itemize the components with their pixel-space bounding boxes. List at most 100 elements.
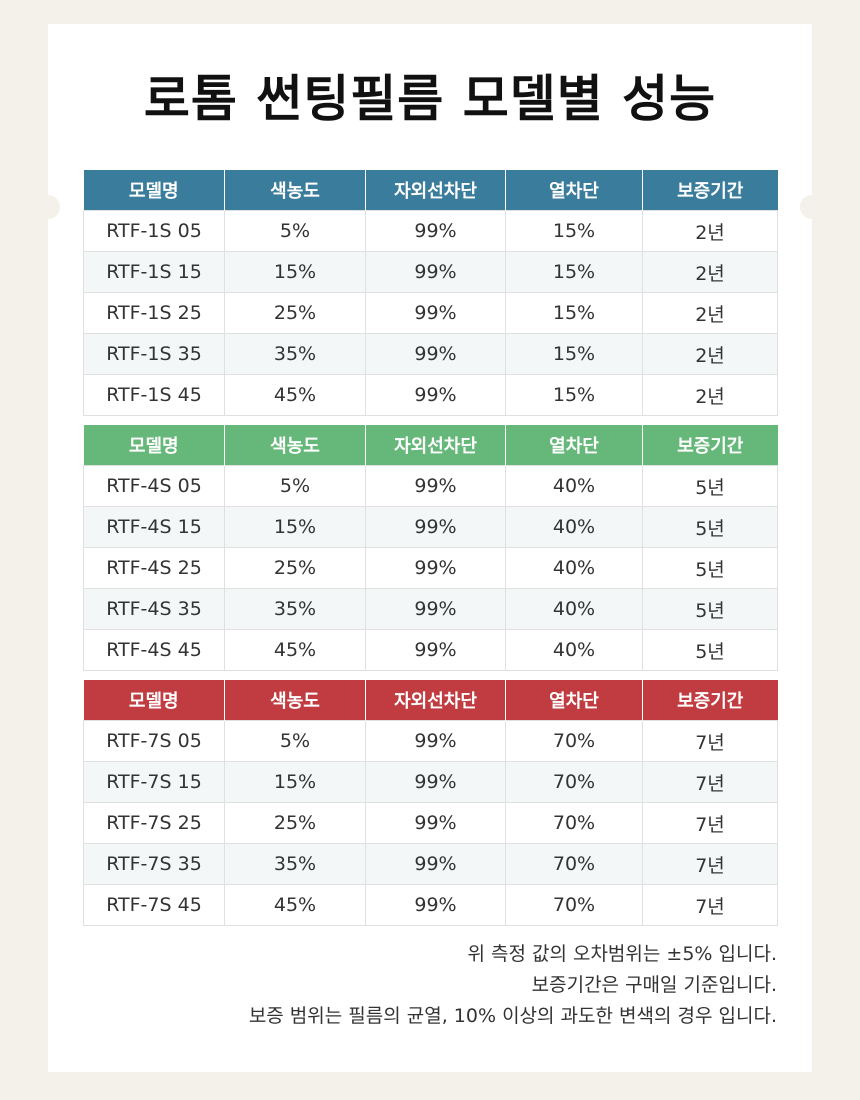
table-row: RTF-4S 15 15% 99% 40% 5년	[83, 506, 778, 548]
cell-model: RTF-7S 05	[83, 720, 225, 762]
card-notch-left	[36, 195, 60, 219]
cell-tint: 15%	[224, 251, 366, 293]
table-row: RTF-7S 05 5% 99% 70% 7년	[83, 720, 778, 762]
table-row: RTF-7S 45 45% 99% 70% 7년	[83, 884, 778, 926]
table-row: RTF-7S 25 25% 99% 70% 7년	[83, 802, 778, 844]
header-model: 모델명	[83, 170, 225, 211]
cell-tint: 35%	[224, 333, 366, 375]
cell-warranty: 2년	[642, 333, 778, 375]
cell-tint: 45%	[224, 629, 366, 671]
cell-warranty: 7년	[642, 720, 778, 762]
cell-warranty: 2년	[642, 292, 778, 334]
cell-tint: 25%	[224, 547, 366, 589]
table-row: RTF-1S 05 5% 99% 15% 2년	[83, 210, 778, 252]
page-title: 로톰 썬팅필름 모델별 성능	[143, 70, 717, 128]
header-heat-block: 열차단	[505, 680, 643, 721]
header-warranty: 보증기간	[642, 680, 778, 721]
cell-model: RTF-7S 45	[83, 884, 225, 926]
cell-warranty: 5년	[642, 465, 778, 507]
cell-model: RTF-4S 45	[83, 629, 225, 671]
note-warranty-basis: 보증기간은 구매일 기준입니다.	[531, 974, 777, 996]
notes: 위 측정 값의 오차범위는 ±5% 입니다. 보증기간은 구매일 기준입니다. …	[249, 939, 777, 1032]
cell-warranty: 2년	[642, 210, 778, 252]
cell-model: RTF-1S 05	[83, 210, 225, 252]
cell-heat-block: 70%	[505, 884, 643, 926]
cell-tint: 45%	[224, 884, 366, 926]
cell-uv-block: 99%	[365, 333, 506, 375]
spec-table-1s: 모델명 색농도 자외선차단 열차단 보증기간 RTF-1S 05 5% 99% 15%…	[83, 170, 778, 416]
cell-heat-block: 70%	[505, 720, 643, 762]
header-tint: 색농도	[224, 680, 366, 721]
table-row: RTF-1S 35 35% 99% 15% 2년	[83, 333, 778, 375]
cell-tint: 25%	[224, 802, 366, 844]
cell-uv-block: 99%	[365, 761, 506, 803]
cell-warranty: 2년	[642, 251, 778, 293]
table-row: RTF-4S 05 5% 99% 40% 5년	[83, 465, 778, 507]
header-tint: 색농도	[224, 170, 366, 211]
header-warranty: 보증기간	[642, 170, 778, 211]
cell-heat-block: 15%	[505, 251, 643, 293]
cell-heat-block: 70%	[505, 802, 643, 844]
cell-uv-block: 99%	[365, 720, 506, 762]
spec-table-4s: 모델명 색농도 자외선차단 열차단 보증기간 RTF-4S 05 5% 99% 40%…	[83, 425, 778, 671]
cell-uv-block: 99%	[365, 251, 506, 293]
cell-tint: 45%	[224, 374, 366, 416]
table-header-row: 모델명 색농도 자외선차단 열차단 보증기간	[83, 425, 778, 466]
cell-uv-block: 99%	[365, 843, 506, 885]
note-error-range: 위 측정 값의 오차범위는 ±5% 입니다.	[467, 943, 777, 965]
cell-model: RTF-1S 35	[83, 333, 225, 375]
table-header-row: 모델명 색농도 자외선차단 열차단 보증기간	[83, 680, 778, 721]
spec-card: 로톰 썬팅필름 모델별 성능 모델명 색농도 자외선차단 열차단 보증기간 RT…	[36, 24, 824, 1072]
cell-heat-block: 15%	[505, 210, 643, 252]
cell-tint: 15%	[224, 506, 366, 548]
cell-heat-block: 70%	[505, 761, 643, 803]
header-model: 모델명	[83, 680, 225, 721]
cell-uv-block: 99%	[365, 506, 506, 548]
header-model: 모델명	[83, 425, 225, 466]
cell-uv-block: 99%	[365, 884, 506, 926]
table-row: RTF-4S 35 35% 99% 40% 5년	[83, 588, 778, 630]
header-heat-block: 열차단	[505, 425, 643, 466]
table-row: RTF-1S 15 15% 99% 15% 2년	[83, 251, 778, 293]
cell-model: RTF-4S 05	[83, 465, 225, 507]
cell-heat-block: 40%	[505, 465, 643, 507]
note-warranty-scope: 보증 범위는 필름의 균열, 10% 이상의 과도한 변색의 경우 입니다.	[248, 1005, 777, 1027]
cell-warranty: 2년	[642, 374, 778, 416]
cell-model: RTF-1S 15	[83, 251, 225, 293]
cell-warranty: 5년	[642, 629, 778, 671]
header-tint: 색농도	[224, 425, 366, 466]
table-row: RTF-7S 35 35% 99% 70% 7년	[83, 843, 778, 885]
cell-model: RTF-4S 35	[83, 588, 225, 630]
cell-model: RTF-4S 15	[83, 506, 225, 548]
cell-warranty: 7년	[642, 843, 778, 885]
cell-model: RTF-4S 25	[83, 547, 225, 589]
cell-uv-block: 99%	[365, 210, 506, 252]
cell-heat-block: 15%	[505, 333, 643, 375]
table-row: RTF-1S 45 45% 99% 15% 2년	[83, 374, 778, 416]
cell-tint: 5%	[224, 465, 366, 507]
cell-heat-block: 40%	[505, 588, 643, 630]
table-row: RTF-4S 25 25% 99% 40% 5년	[83, 547, 778, 589]
cell-warranty: 5년	[642, 588, 778, 630]
cell-tint: 25%	[224, 292, 366, 334]
cell-warranty: 5년	[642, 547, 778, 589]
cell-warranty: 7년	[642, 884, 778, 926]
cell-model: RTF-1S 45	[83, 374, 225, 416]
cell-tint: 5%	[224, 720, 366, 762]
cell-model: RTF-7S 25	[83, 802, 225, 844]
header-warranty: 보증기간	[642, 425, 778, 466]
cell-warranty: 7년	[642, 802, 778, 844]
cell-warranty: 5년	[642, 506, 778, 548]
cell-warranty: 7년	[642, 761, 778, 803]
cell-tint: 35%	[224, 843, 366, 885]
cell-uv-block: 99%	[365, 374, 506, 416]
cell-heat-block: 40%	[505, 547, 643, 589]
cell-heat-block: 15%	[505, 292, 643, 334]
cell-model: RTF-1S 25	[83, 292, 225, 334]
header-uv-block: 자외선차단	[365, 680, 506, 721]
header-uv-block: 자외선차단	[365, 170, 506, 211]
header-heat-block: 열차단	[505, 170, 643, 211]
cell-heat-block: 40%	[505, 629, 643, 671]
cell-uv-block: 99%	[365, 629, 506, 671]
cell-model: RTF-7S 35	[83, 843, 225, 885]
